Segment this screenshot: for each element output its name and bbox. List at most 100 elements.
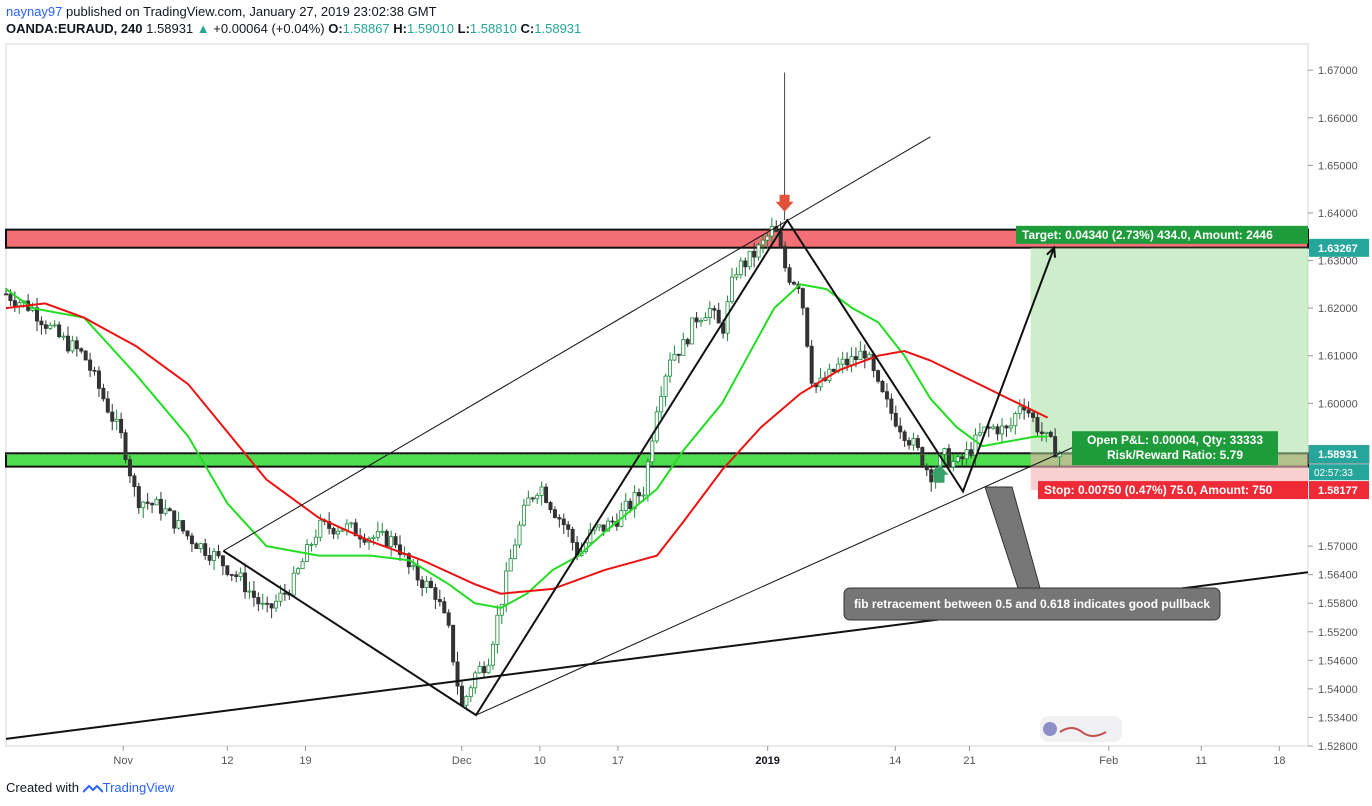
x-tick-label: 18 (1273, 755, 1285, 767)
candle (889, 398, 894, 414)
last-price: 1.58931 (146, 21, 194, 36)
candle (384, 530, 389, 547)
candle (809, 345, 814, 384)
candle (313, 536, 318, 545)
candle (716, 309, 721, 324)
candle (194, 543, 199, 549)
candle (645, 461, 650, 496)
candle (756, 244, 761, 258)
candle (942, 448, 947, 455)
candle (508, 558, 513, 572)
candle (176, 520, 181, 529)
channel-lower-line (475, 431, 1108, 716)
candle (849, 356, 854, 366)
x-tick-label: 19 (299, 755, 311, 767)
candle (451, 624, 456, 663)
candle (991, 426, 996, 429)
symbol-info: OANDA:EURAUD, 240 1.58931 ▲ +0.00064 (+0… (6, 21, 581, 36)
candle (628, 500, 633, 510)
candle (787, 267, 792, 283)
candle (650, 440, 655, 463)
footer: Created with TradingView (6, 780, 174, 795)
candle (681, 339, 686, 356)
pnl-label: Open P&L: 0.00004, Qty: 33333 (1087, 433, 1263, 447)
candle (539, 486, 544, 496)
callout[interactable]: fib retracement between 0.5 and 0.618 in… (843, 486, 1221, 621)
candle (1048, 431, 1053, 437)
candle (641, 494, 646, 497)
candle (946, 448, 951, 468)
channel-upper-line (223, 136, 931, 552)
x-tick-label: Dec (452, 755, 472, 767)
candle (389, 536, 394, 547)
candle (659, 395, 664, 413)
candle (566, 524, 571, 530)
candle (296, 568, 301, 574)
candle (229, 574, 234, 576)
candle (893, 412, 898, 427)
candle (260, 602, 265, 605)
candle (256, 597, 261, 605)
candle (34, 307, 39, 322)
candle (867, 353, 872, 359)
candle (52, 324, 57, 327)
x-tick-label: 11 (1196, 755, 1207, 767)
candle (433, 587, 438, 600)
candle (207, 555, 212, 561)
candle (141, 501, 146, 509)
candle (17, 302, 22, 307)
candle (738, 260, 743, 275)
candle (225, 565, 230, 575)
candle (729, 276, 734, 303)
candle (110, 411, 115, 422)
candle (995, 426, 1000, 435)
candle (150, 503, 155, 506)
candle (198, 543, 203, 549)
annotation-text: fib retracement between 0.5 and 0.618 in… (854, 597, 1210, 611)
x-tick-label: 17 (612, 755, 624, 767)
tradingview-logo-icon (82, 784, 103, 793)
candle (291, 572, 296, 596)
candle (703, 317, 708, 321)
target-label-box (1016, 225, 1308, 244)
candle (282, 592, 287, 595)
candle (557, 517, 562, 520)
tradingview-link[interactable]: TradingView (102, 780, 175, 795)
candle (119, 418, 124, 434)
candle (459, 685, 464, 706)
x-tick-label: 12 (221, 755, 233, 767)
candle (495, 614, 500, 645)
candle (805, 307, 810, 347)
created-with-text: Created with (6, 780, 79, 795)
candle (8, 293, 13, 301)
candle (300, 561, 305, 570)
price-label: 1.58931 (1318, 449, 1358, 461)
y-tick-label: 1.52800 (1318, 741, 1358, 753)
candle (353, 522, 358, 537)
candle (39, 320, 44, 326)
candle (676, 353, 681, 356)
candle (172, 510, 177, 529)
candle (499, 603, 504, 616)
candle (752, 250, 757, 258)
candle (1008, 425, 1013, 429)
countdown-label: 02:57:33 (1314, 468, 1353, 479)
candle (747, 250, 752, 268)
candle (154, 498, 159, 506)
author-link[interactable]: naynay97 (6, 4, 63, 19)
candle (526, 497, 531, 506)
candle (977, 432, 982, 436)
candle (265, 602, 270, 605)
y-tick-label: 1.55200 (1318, 627, 1358, 639)
candle (482, 666, 487, 674)
candle (504, 570, 509, 605)
open-value: 1.58867 (342, 21, 390, 36)
price-chart[interactable]: 1.67000 1.66000 1.65000 1.64000 1.63000 1.620… (0, 40, 1372, 780)
candle (123, 432, 128, 461)
x-tick-label: 14 (889, 755, 901, 767)
candle (105, 398, 110, 413)
candle (880, 380, 885, 393)
candle (637, 492, 642, 497)
candle (318, 519, 323, 538)
candle (464, 696, 469, 706)
